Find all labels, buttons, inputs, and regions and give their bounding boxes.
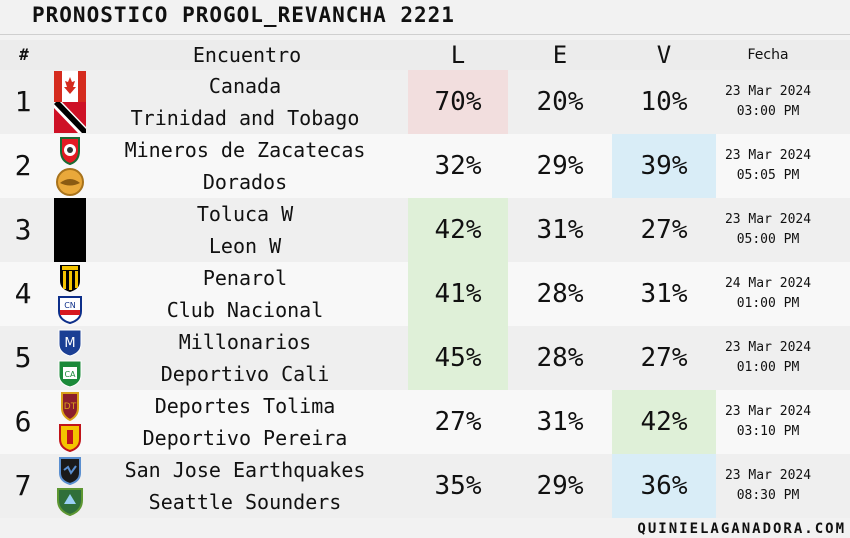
match-time: 01:00 PM	[736, 360, 800, 375]
black-placeholder-logo-icon	[54, 198, 86, 262]
match-time: 01:00 PM	[736, 296, 800, 311]
home-team-name: Mineros de Zacatecas	[124, 138, 366, 162]
match-date: 23 Mar 2024	[724, 212, 812, 227]
visitor-win-pct: 10%	[640, 87, 688, 117]
match-number: 6	[14, 405, 32, 438]
match-number: 7	[14, 469, 32, 502]
cali-crest-icon: CA	[54, 358, 86, 389]
header-draw: E	[552, 41, 568, 69]
match-time: 03:10 PM	[736, 424, 800, 439]
local-win-pct: 27%	[434, 407, 482, 437]
page-title: PRONOSTICO PROGOL_REVANCHA 2221	[32, 3, 455, 27]
match-row: 1 Canada Trinidad and Tobago 70% 20% 10% 23 Ma…	[0, 70, 850, 134]
away-team-name: Club Nacional	[166, 298, 324, 322]
match-datetime: 23 Mar 2024 08:30 PM	[716, 466, 820, 506]
canada-flag-icon	[54, 71, 86, 102]
match-row: 6 DT Deportes Tolima Deportivo Pereira 27% 31…	[0, 390, 850, 454]
away-team-name: Leon W	[208, 234, 282, 258]
match-number: 4	[14, 277, 32, 310]
match-datetime: 23 Mar 2024 05:00 PM	[716, 210, 820, 250]
svg-text:M: M	[64, 336, 75, 351]
header-num: #	[19, 45, 29, 64]
header-match: Encuentro	[192, 43, 302, 67]
svg-text:CN: CN	[64, 301, 76, 310]
match-row: 4 CN Penarol Club Nacional 41% 28% 31% 24 Mar 2…	[0, 262, 850, 326]
local-win-pct: 35%	[434, 471, 482, 501]
draw-pct: 20%	[536, 87, 584, 117]
title-divider	[0, 34, 850, 35]
match-date: 23 Mar 2024	[724, 468, 812, 483]
local-win-pct: 41%	[408, 262, 508, 326]
local-win-pct: 32%	[434, 151, 482, 181]
svg-text:CA: CA	[64, 370, 76, 379]
visitor-win-pct: 31%	[640, 279, 688, 309]
draw-pct: 29%	[536, 151, 584, 181]
match-row: 7 San Jose Earthquakes Seattle Sounders 35%…	[0, 454, 850, 518]
millonarios-crest-icon: M	[54, 327, 86, 358]
penarol-crest-icon	[54, 263, 86, 294]
match-number: 1	[14, 85, 32, 118]
pereira-crest-icon	[54, 422, 86, 453]
match-datetime: 23 Mar 2024 03:10 PM	[716, 402, 820, 442]
match-date: 23 Mar 2024	[724, 84, 812, 99]
trinidad-flag-icon	[54, 102, 86, 133]
away-team-name: Seattle Sounders	[148, 490, 342, 514]
match-number: 5	[14, 341, 32, 374]
visitor-win-pct: 39%	[612, 134, 716, 198]
earthquakes-crest-icon	[54, 455, 86, 486]
header-local: L	[450, 41, 466, 69]
visitor-win-pct: 36%	[612, 454, 716, 518]
match-time: 05:05 PM	[736, 168, 800, 183]
local-win-pct: 45%	[408, 326, 508, 390]
away-team-name: Deportivo Cali	[160, 362, 330, 386]
away-team-name: Dorados	[202, 170, 288, 194]
home-team-name: Penarol	[202, 266, 288, 290]
match-date: 23 Mar 2024	[724, 340, 812, 355]
away-team-name: Trinidad and Tobago	[130, 106, 360, 130]
tolima-crest-icon: DT	[54, 391, 86, 422]
match-number: 3	[14, 213, 32, 246]
match-time: 08:30 PM	[736, 488, 800, 503]
match-time: 03:00 PM	[736, 104, 800, 119]
match-date: 24 Mar 2024	[724, 276, 812, 291]
match-datetime: 24 Mar 2024 01:00 PM	[716, 274, 820, 314]
local-win-pct: 42%	[408, 198, 508, 262]
match-datetime: 23 Mar 2024 03:00 PM	[716, 82, 820, 122]
header-date: Fecha	[747, 47, 789, 63]
draw-pct: 28%	[536, 343, 584, 373]
home-team-name: Deportes Tolima	[154, 394, 336, 418]
match-time: 05:00 PM	[736, 232, 800, 247]
footer-brand: QUINIELAGANADORA.COM	[637, 521, 846, 537]
sounders-crest-icon	[54, 486, 86, 517]
dorados-crest-icon	[54, 166, 86, 197]
local-win-pct: 70%	[408, 70, 508, 134]
table-header: # Encuentro L E V Fecha	[0, 40, 850, 71]
visitor-win-pct: 27%	[640, 215, 688, 245]
nacional-crest-icon: CN	[54, 294, 86, 325]
visitor-win-pct: 27%	[640, 343, 688, 373]
home-team-name: Canada	[208, 74, 282, 98]
match-row: 2 Mineros de Zacatecas Dorados 32% 29% 39% 23 …	[0, 134, 850, 198]
home-team-name: Millonarios	[178, 330, 312, 354]
draw-pct: 31%	[536, 215, 584, 245]
mineros-crest-icon	[54, 135, 86, 166]
header-visitor: V	[656, 41, 672, 69]
match-date: 23 Mar 2024	[724, 404, 812, 419]
draw-pct: 31%	[536, 407, 584, 437]
away-team-name: Deportivo Pereira	[142, 426, 348, 450]
draw-pct: 29%	[536, 471, 584, 501]
match-date: 23 Mar 2024	[724, 148, 812, 163]
match-number: 2	[14, 149, 32, 182]
match-row: 5 M CA Millonarios Deportivo Cali 45% 28% 27% 23…	[0, 326, 850, 390]
match-datetime: 23 Mar 2024 01:00 PM	[716, 338, 820, 378]
home-team-name: Toluca W	[196, 202, 294, 226]
match-row: 3 Toluca W Leon W 42% 31% 27% 23 Mar 2024 05:00…	[0, 198, 850, 262]
match-datetime: 23 Mar 2024 05:05 PM	[716, 146, 820, 186]
home-team-name: San Jose Earthquakes	[124, 458, 366, 482]
svg-text:DT: DT	[64, 402, 77, 412]
draw-pct: 28%	[536, 279, 584, 309]
visitor-win-pct: 42%	[612, 390, 716, 454]
